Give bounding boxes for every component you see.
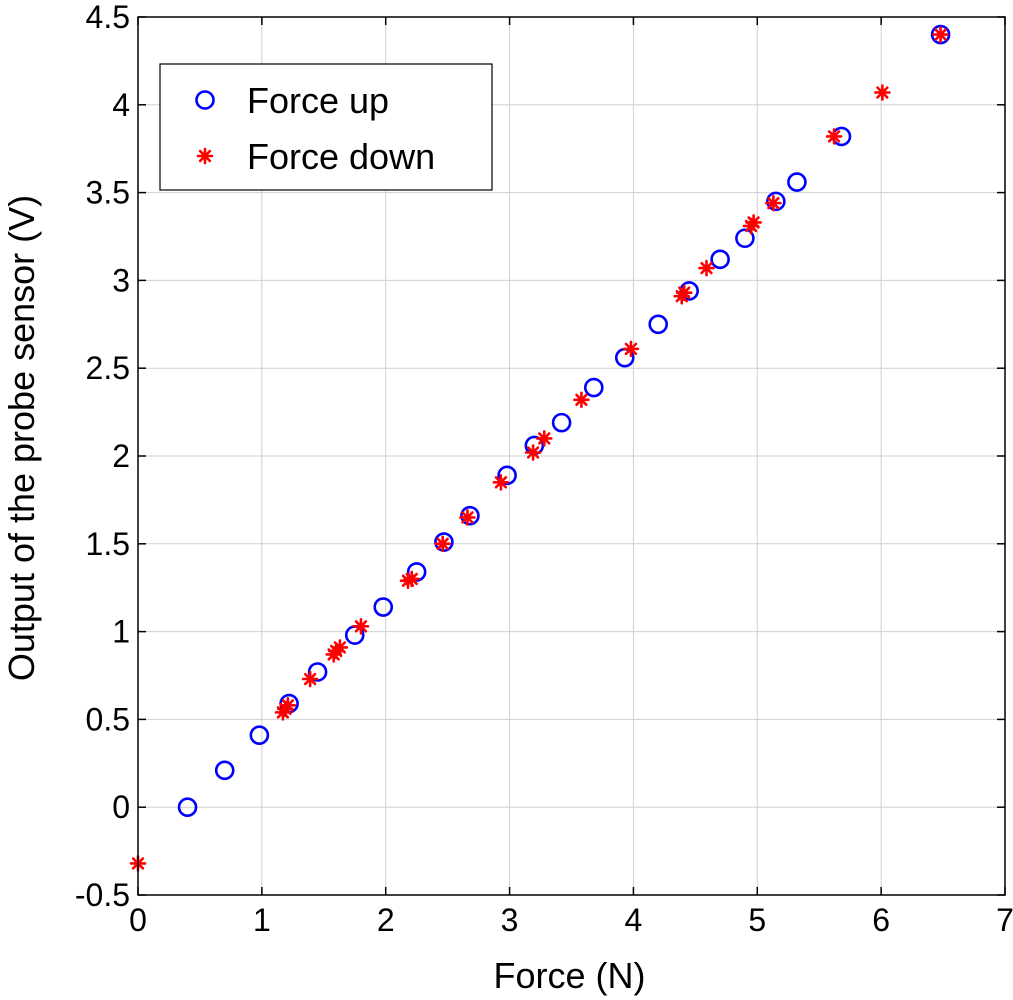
force-up-point (930, 24, 951, 45)
force-up-point (735, 228, 755, 249)
y-tick-label: 1.5 (86, 526, 130, 562)
legend-label: Force down (247, 136, 435, 177)
force-down-point (434, 535, 451, 553)
force-down-point (535, 430, 553, 447)
legend-marker-star (196, 147, 214, 165)
force-up-point (583, 377, 604, 398)
force-down-point (403, 570, 421, 588)
y-tick-label: -0.5 (75, 877, 130, 913)
force-down-point (765, 194, 782, 212)
force-up-point (497, 465, 517, 486)
legend: Force up Force down (159, 63, 493, 191)
force-up-point (406, 562, 427, 582)
force-up-point (551, 412, 572, 433)
force-down-point (301, 670, 319, 688)
force-up-point (648, 314, 669, 335)
x-tick-label: 5 (748, 902, 766, 938)
x-tick-label: 7 (996, 902, 1013, 938)
force-down-point (675, 284, 693, 301)
force-down-point (459, 509, 476, 526)
force-up-point (766, 191, 786, 212)
force-down-point (524, 444, 542, 461)
force-down-point (492, 474, 510, 491)
plot-frame (137, 16, 1006, 896)
y-axis-label: Output of the probe sensor (V) (1, 195, 42, 681)
y-tick-label: 1 (112, 614, 130, 650)
force-up-point (177, 797, 198, 818)
force-up-point (710, 249, 730, 270)
force-up-point (373, 597, 394, 617)
force-down-point (331, 639, 349, 656)
force-up-point (460, 505, 480, 526)
x-axis-label: Force (N) (494, 955, 646, 996)
y-tick-label: 2.5 (86, 350, 130, 386)
series-force-up (177, 24, 951, 818)
y-tick-label: 3.5 (86, 175, 130, 211)
force-down-point (825, 128, 843, 145)
force-down-point (622, 340, 640, 358)
axis-ticks: 0 1 2 3 4 5 6 7-0.500.511.522.533.544.5 (75, 0, 1013, 938)
y-tick-label: 4 (112, 87, 130, 123)
force-up-point (214, 760, 235, 781)
force-down-point (932, 26, 949, 43)
x-tick-label: 6 (872, 902, 890, 938)
y-tick-label: 2 (112, 438, 130, 474)
force-down-point (698, 259, 715, 277)
x-tick-label: 3 (501, 902, 519, 938)
x-tick-label: 0 (129, 902, 147, 938)
force-down-point (279, 697, 297, 714)
force-down-point (573, 391, 590, 409)
force-down-point (745, 214, 762, 231)
force-down-point (874, 84, 891, 101)
y-tick-label: 0 (112, 789, 130, 825)
x-tick-label: 2 (377, 902, 395, 938)
y-tick-label: 4.5 (86, 0, 130, 35)
force-up-point (787, 172, 807, 192)
y-tick-label: 3 (112, 262, 130, 298)
legend-marker-circle (195, 90, 215, 110)
data-points (129, 24, 951, 872)
legend-box (159, 63, 493, 191)
force-up-point (249, 725, 270, 746)
legend-items: Force up Force down (195, 80, 435, 177)
y-tick-label: 0.5 (86, 701, 130, 737)
force-down-point (352, 618, 370, 635)
x-tick-label: 1 (253, 902, 271, 938)
x-tick-label: 4 (625, 902, 643, 938)
series-force-down (129, 26, 949, 872)
legend-label: Force up (247, 80, 389, 121)
